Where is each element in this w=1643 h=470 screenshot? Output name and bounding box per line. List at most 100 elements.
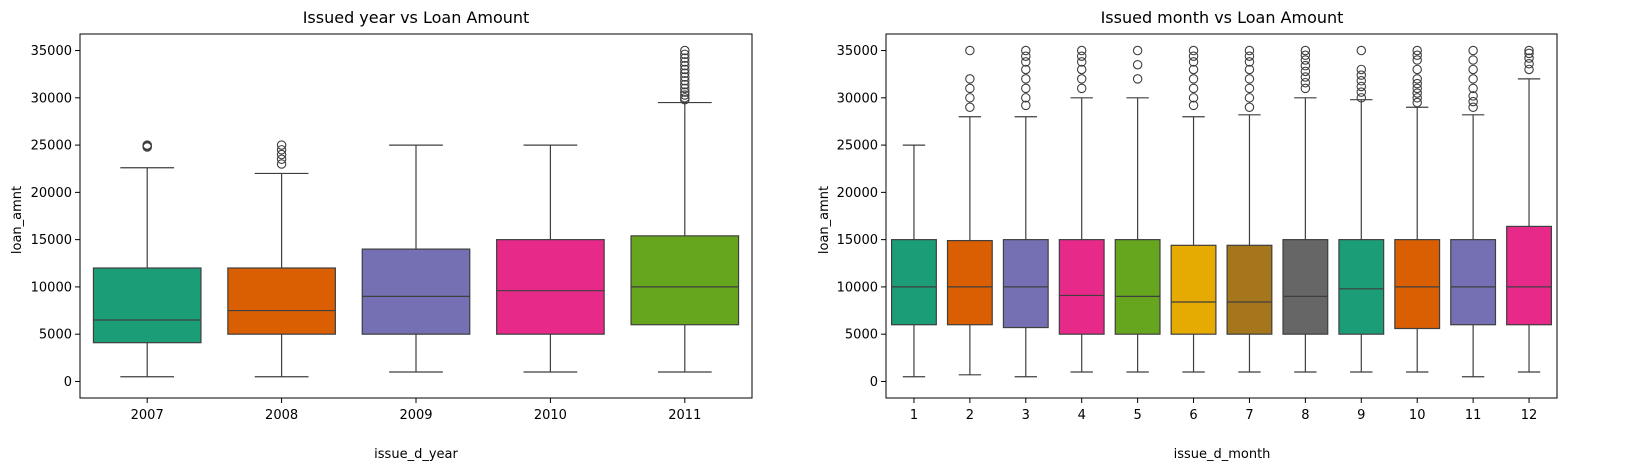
month-y-tick-label: 30000 [837, 91, 878, 106]
outlier-point [1468, 64, 1478, 75]
outlier-point [1021, 100, 1031, 111]
outlier-point [1300, 77, 1311, 88]
outlier-point [1468, 83, 1478, 94]
box-body [92, 267, 202, 344]
outlier-point [1412, 50, 1422, 61]
outlier-point [1468, 96, 1478, 107]
outlier-point [680, 90, 690, 100]
year-x-tick-label: 2010 [534, 408, 567, 423]
outlier-point [680, 49, 690, 60]
outlier-point [1300, 83, 1311, 94]
outlier-point [680, 53, 690, 63]
outlier-point [1468, 102, 1478, 113]
outlier-point [1132, 74, 1143, 84]
year-box-2008 [227, 140, 336, 378]
month-x-tick-label: 5 [1133, 408, 1141, 423]
month-x-tick-label: 4 [1078, 408, 1086, 423]
month-box-5 [1114, 45, 1161, 373]
year-y-tick-label: 30000 [31, 91, 72, 106]
year-y-tick-label: 20000 [31, 186, 72, 201]
outlier-point [1244, 102, 1255, 113]
outlier-point [1412, 88, 1422, 98]
year-y-tick-label: 5000 [39, 328, 72, 343]
month-x-axis-label: issue_d_month [1174, 447, 1271, 462]
outlier-point [1188, 64, 1199, 75]
month-y-tick-label: 15000 [837, 233, 878, 248]
outlier-point [1356, 45, 1367, 56]
month-x-tick-label: 8 [1301, 408, 1309, 423]
outlier-point [1076, 64, 1087, 75]
outlier-point [1244, 64, 1255, 75]
year-plot-area: 0 5000 10000 15000 20000 25000 30000 35000 2007 2… [31, 33, 753, 423]
year-y-tick-label: 0 [64, 375, 72, 390]
outlier-point [680, 64, 690, 75]
month-y-tick-label: 0 [870, 375, 878, 390]
outlier-point [1412, 55, 1422, 65]
outlier-point [965, 45, 975, 56]
box-body [1226, 244, 1273, 335]
outlier-point [1076, 74, 1087, 84]
year-y-axis-label: loan_amnt [10, 186, 25, 254]
year-x-tick-label: 2007 [131, 408, 164, 423]
outlier-point [1076, 57, 1087, 67]
outlier-point [1356, 64, 1367, 75]
outlier-point [1188, 83, 1199, 94]
year-y-tick-label: 25000 [31, 139, 72, 154]
year-y-tick-label: 35000 [31, 44, 72, 59]
outlier-point [1021, 57, 1031, 67]
outlier-point [680, 79, 690, 90]
month-x-tick-label: 10 [1409, 408, 1426, 423]
outlier-point [142, 140, 152, 150]
box-body [946, 239, 993, 326]
box-body [1058, 239, 1105, 335]
outlier-point [1524, 53, 1534, 63]
outlier-point [680, 87, 690, 97]
month-x-tick-label: 3 [1022, 408, 1030, 423]
box-body [496, 239, 605, 335]
box-body [1282, 239, 1329, 335]
outlier-point [1412, 97, 1422, 108]
outlier-point [680, 60, 690, 71]
box-body [1338, 239, 1385, 335]
month-box-11 [1450, 45, 1497, 378]
outlier-point [1188, 51, 1199, 61]
outlier-point [1468, 55, 1478, 65]
month-box-9 [1338, 45, 1385, 373]
outlier-point [1188, 57, 1199, 67]
box-body [227, 267, 336, 335]
outlier-point [1412, 64, 1422, 75]
outlier-point [680, 76, 690, 86]
outlier-point [1021, 64, 1031, 75]
outlier-point [1021, 93, 1031, 103]
outlier-point [680, 93, 690, 103]
outlier-point [1021, 83, 1031, 94]
month-box-2 [946, 45, 993, 376]
month-x-tick-label: 11 [1465, 408, 1482, 423]
outlier-point [1412, 74, 1422, 84]
year-x-tick-label: 2011 [668, 408, 701, 423]
box-body [1170, 244, 1217, 335]
outlier-point [1300, 45, 1311, 56]
month-box-3 [1002, 45, 1049, 378]
outlier-point [1021, 45, 1031, 56]
box-body [1506, 225, 1553, 326]
year-y-tick-label: 10000 [31, 280, 72, 295]
month-chart-title: Issued month vs Loan Amount [1101, 8, 1344, 27]
month-x-tick-label: 7 [1245, 408, 1253, 423]
month-x-tick-label: 1 [910, 408, 918, 423]
outlier-point [1524, 48, 1534, 59]
outlier-point [1188, 45, 1199, 56]
box-body [361, 248, 471, 335]
month-boxplot-panel: Issued month vs Loan Amount 050001000015… [817, 8, 1558, 462]
outlier-point [1076, 83, 1087, 94]
outlier-point [1300, 66, 1311, 77]
month-x-tick-label: 2 [966, 408, 974, 423]
month-x-tick-label: 9 [1357, 408, 1365, 423]
outlier-point [1244, 57, 1255, 67]
month-box-4 [1058, 45, 1105, 373]
outlier-point [680, 72, 690, 82]
month-y-tick-label: 35000 [837, 44, 878, 59]
outlier-point [680, 83, 690, 94]
outlier-point [1468, 45, 1478, 56]
